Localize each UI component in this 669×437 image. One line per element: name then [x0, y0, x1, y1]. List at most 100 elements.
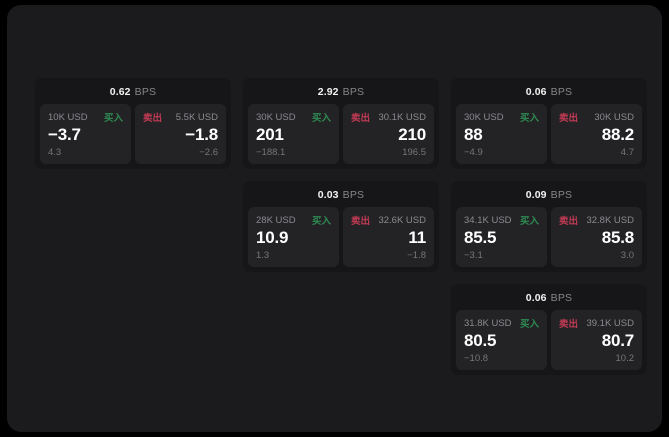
buy-action-label[interactable]: 买入 [103, 113, 123, 124]
bps-value: 0.03 [317, 188, 339, 201]
buy-price-value: 201 [256, 125, 284, 144]
buy-size-label: 30K USD [464, 111, 504, 123]
buy-panel-header: 30K USD 买入 [256, 111, 331, 125]
buy-panel-header: 31.8K USD 买入 [464, 317, 539, 331]
buy-size-label: 34.1K USD [464, 214, 512, 226]
buy-panel[interactable]: 28K USD 买入 10.9 1.3 [248, 207, 339, 267]
sell-secondary-value: 3.0 [620, 250, 634, 261]
bps-value: 2.92 [317, 85, 339, 98]
buy-panel[interactable]: 34.1K USD 买入 85.5 −3.1 [456, 207, 547, 267]
sell-panel-header: 卖出 32.8K USD [559, 214, 634, 228]
sell-action-label[interactable]: 卖出 [143, 113, 163, 124]
sell-size-label: 32.8K USD [586, 214, 634, 226]
buy-size-label: 30K USD [256, 111, 296, 123]
buy-panel[interactable]: 30K USD 买入 201 −188.1 [248, 104, 339, 164]
buy-secondary-value: −3.1 [464, 250, 483, 261]
buy-secondary-value: 4.3 [48, 147, 62, 158]
sell-size-label: 30K USD [594, 111, 634, 123]
card-body: 31.8K USD 买入 80.5 −10.8 卖出 39.1K USD 80.7 10.2 [456, 310, 642, 370]
buy-panel-header: 34.1K USD 买入 [464, 214, 539, 228]
buy-secondary-value: 1.3 [256, 250, 270, 261]
sell-panel-header: 卖出 30.1K USD [351, 111, 426, 125]
card-body: 30K USD 买入 201 −188.1 卖出 30.1K USD 210 196.5 [248, 104, 434, 164]
sell-panel[interactable]: 卖出 39.1K USD 80.7 10.2 [551, 310, 642, 370]
bps-value: 0.06 [525, 291, 547, 304]
card-header: 0.06 BPS [456, 289, 642, 306]
quote-card[interactable]: 0.62 BPS 10K USD 买入 −3.7 4.3 卖出 5.5K USD −1.8 −2.… [35, 78, 231, 169]
sell-price-value: 210 [398, 125, 426, 144]
sell-size-label: 39.1K USD [586, 317, 634, 329]
bps-unit-label: BPS [550, 291, 573, 304]
sell-price-value: 80.7 [601, 331, 634, 350]
sell-size-label: 30.1K USD [378, 111, 426, 123]
sell-panel[interactable]: 卖出 30K USD 88.2 4.7 [551, 104, 642, 164]
buy-panel[interactable]: 10K USD 买入 −3.7 4.3 [40, 104, 131, 164]
sell-action-label[interactable]: 卖出 [559, 216, 579, 227]
bps-value: 0.09 [525, 188, 547, 201]
buy-panel-header: 10K USD 买入 [48, 111, 123, 125]
card-header: 0.06 BPS [456, 83, 642, 100]
buy-price-value: −3.7 [48, 125, 81, 144]
buy-price-value: 80.5 [464, 331, 497, 350]
card-body: 30K USD 买入 88 −4.9 卖出 30K USD 88.2 4.7 [456, 104, 642, 164]
sell-action-label[interactable]: 卖出 [559, 113, 579, 124]
quote-card-board: 0.62 BPS 10K USD 买入 −3.7 4.3 卖出 5.5K USD −1.8 −2.… [35, 78, 647, 375]
sell-panel[interactable]: 卖出 32.8K USD 85.8 3.0 [551, 207, 642, 267]
app-container: 0.62 BPS 10K USD 买入 −3.7 4.3 卖出 5.5K USD −1.8 −2.… [7, 5, 662, 432]
quote-card[interactable]: 0.06 BPS 31.8K USD 买入 80.5 −10.8 卖出 39.1K USD 80… [451, 284, 647, 375]
quote-column: 2.92 BPS 30K USD 买入 201 −188.1 卖出 30.1K USD 210 1… [243, 78, 439, 272]
buy-secondary-value: −4.9 [464, 147, 483, 158]
bps-value: 0.06 [525, 85, 547, 98]
sell-secondary-value: −1.8 [407, 250, 426, 261]
buy-size-label: 10K USD [48, 111, 88, 123]
sell-panel[interactable]: 卖出 30.1K USD 210 196.5 [343, 104, 434, 164]
buy-panel[interactable]: 30K USD 买入 88 −4.9 [456, 104, 547, 164]
sell-panel-header: 卖出 5.5K USD [143, 111, 218, 125]
quote-column: 0.06 BPS 30K USD 买入 88 −4.9 卖出 30K USD 88.2 4.7 0.… [451, 78, 647, 375]
card-header: 0.62 BPS [40, 83, 226, 100]
quote-card[interactable]: 0.09 BPS 34.1K USD 买入 85.5 −3.1 卖出 32.8K USD 85.… [451, 181, 647, 272]
quote-card[interactable]: 0.06 BPS 30K USD 买入 88 −4.9 卖出 30K USD 88.2 4.7 [451, 78, 647, 169]
sell-panel-header: 卖出 39.1K USD [559, 317, 634, 331]
sell-action-label[interactable]: 卖出 [559, 319, 579, 330]
sell-price-value: −1.8 [185, 125, 218, 144]
buy-action-label[interactable]: 买入 [311, 113, 331, 124]
card-header: 2.92 BPS [248, 83, 434, 100]
buy-action-label[interactable]: 买入 [519, 113, 539, 124]
bps-unit-label: BPS [134, 85, 157, 98]
bps-value: 0.62 [109, 85, 131, 98]
card-header: 0.09 BPS [456, 186, 642, 203]
buy-action-label[interactable]: 买入 [519, 216, 539, 227]
sell-action-label[interactable]: 卖出 [351, 113, 371, 124]
sell-secondary-value: 196.5 [402, 147, 426, 158]
sell-panel-header: 卖出 32.6K USD [351, 214, 426, 228]
buy-action-label[interactable]: 买入 [311, 216, 331, 227]
sell-secondary-value: 4.7 [620, 147, 634, 158]
sell-panel-header: 卖出 30K USD [559, 111, 634, 125]
bps-unit-label: BPS [342, 188, 365, 201]
card-body: 28K USD 买入 10.9 1.3 卖出 32.6K USD 11 −1.8 [248, 207, 434, 267]
buy-panel-header: 30K USD 买入 [464, 111, 539, 125]
sell-price-value: 11 [408, 228, 426, 247]
bps-unit-label: BPS [342, 85, 365, 98]
buy-panel-header: 28K USD 买入 [256, 214, 331, 228]
bps-unit-label: BPS [550, 85, 573, 98]
sell-secondary-value: −2.6 [199, 147, 218, 158]
sell-panel[interactable]: 卖出 32.6K USD 11 −1.8 [343, 207, 434, 267]
sell-secondary-value: 10.2 [615, 353, 635, 364]
sell-panel[interactable]: 卖出 5.5K USD −1.8 −2.6 [135, 104, 226, 164]
bps-unit-label: BPS [550, 188, 573, 201]
sell-action-label[interactable]: 卖出 [351, 216, 371, 227]
buy-price-value: 85.5 [464, 228, 497, 247]
sell-size-label: 32.6K USD [378, 214, 426, 226]
buy-price-value: 88 [464, 125, 483, 144]
sell-size-label: 5.5K USD [175, 111, 218, 123]
quote-card[interactable]: 2.92 BPS 30K USD 买入 201 −188.1 卖出 30.1K USD 210 1… [243, 78, 439, 169]
buy-secondary-value: −188.1 [256, 147, 286, 158]
buy-action-label[interactable]: 买入 [519, 319, 539, 330]
card-body: 34.1K USD 买入 85.5 −3.1 卖出 32.8K USD 85.8 3.0 [456, 207, 642, 267]
sell-price-value: 88.2 [601, 125, 634, 144]
buy-secondary-value: −10.8 [464, 353, 489, 364]
quote-card[interactable]: 0.03 BPS 28K USD 买入 10.9 1.3 卖出 32.6K USD 11 −1.8 [243, 181, 439, 272]
buy-panel[interactable]: 31.8K USD 买入 80.5 −10.8 [456, 310, 547, 370]
